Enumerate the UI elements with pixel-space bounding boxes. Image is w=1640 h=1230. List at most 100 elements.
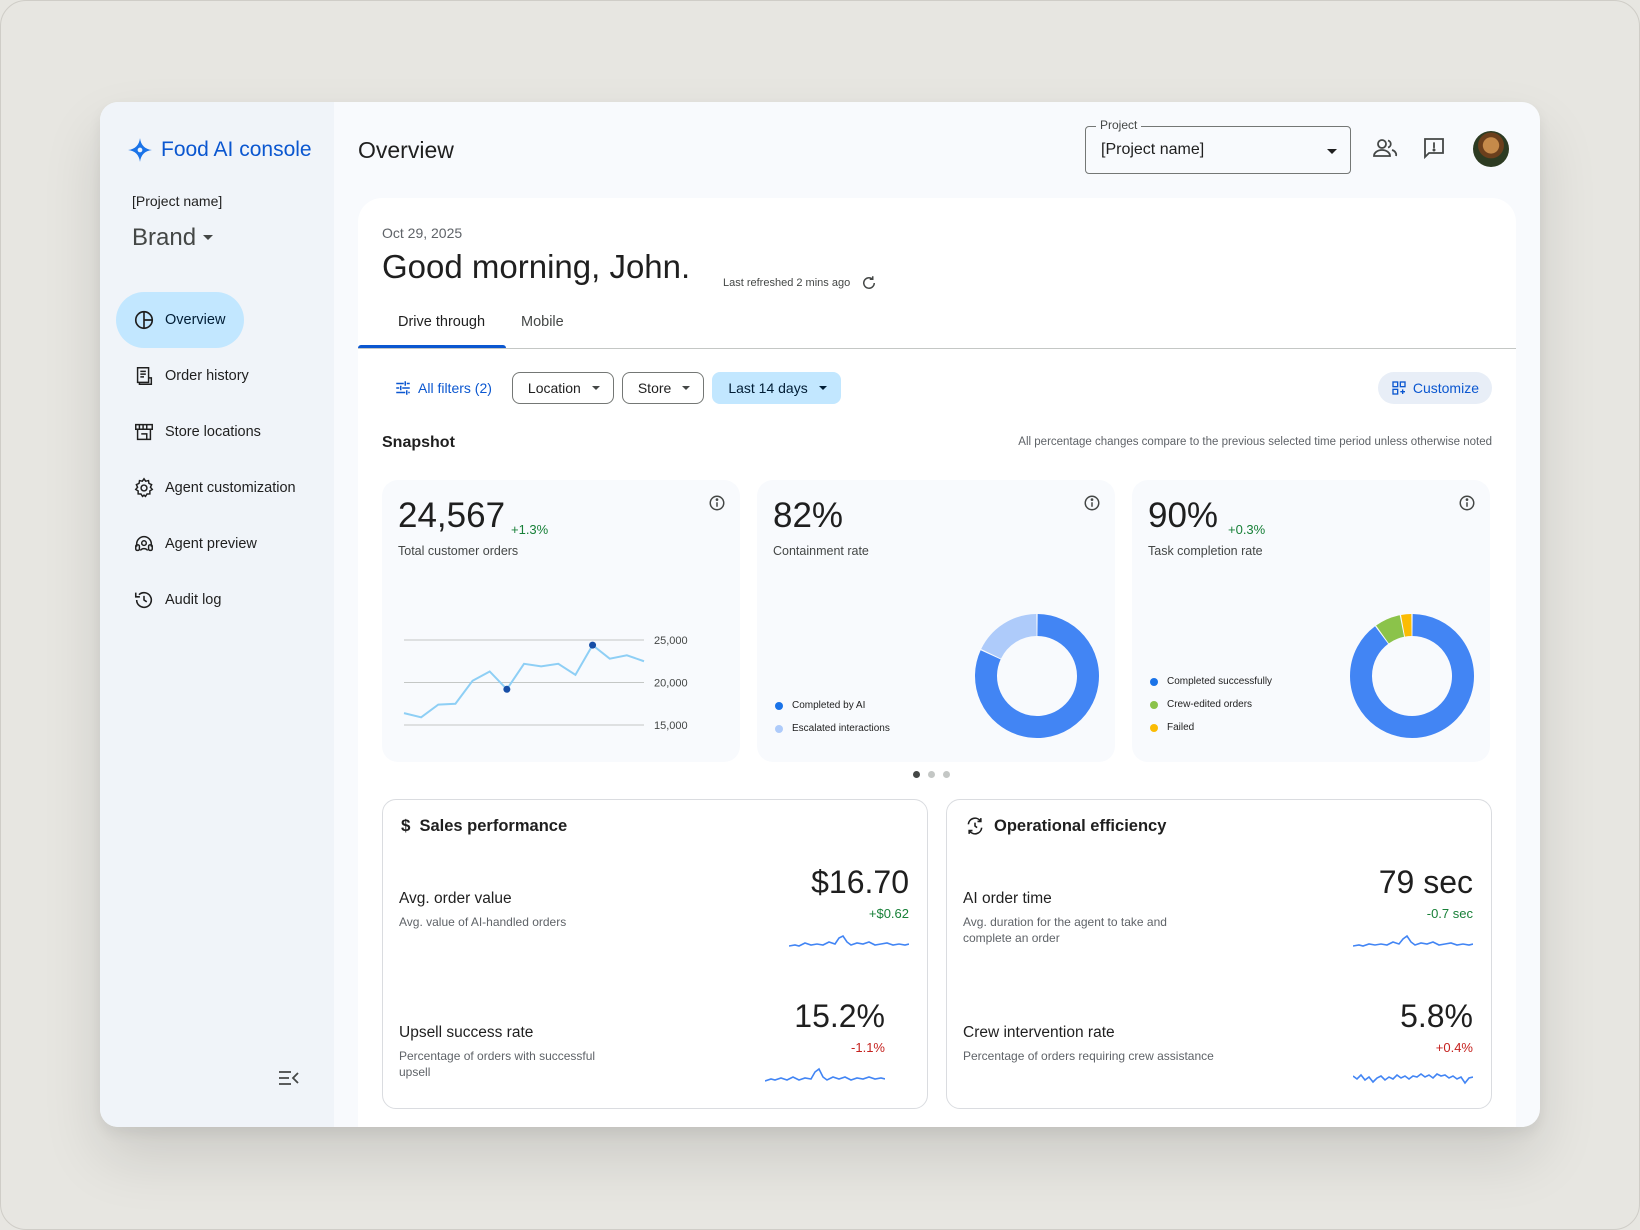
- filter-bar: All filters (2) Location Store Last 14 d…: [382, 372, 841, 404]
- last-refreshed-text: Last refreshed 2 mins ago: [723, 277, 851, 289]
- sidebar-item-label: Agent customization: [165, 480, 296, 496]
- operational-efficiency-title: Operational efficiency: [965, 816, 1166, 836]
- sidebar-item-overview[interactable]: Overview: [116, 292, 244, 348]
- containment-value: 82%: [773, 496, 844, 535]
- donut-slice[interactable]: [1401, 614, 1412, 637]
- info-icon[interactable]: [1458, 494, 1476, 512]
- all-filters-button[interactable]: All filters (2): [382, 372, 504, 404]
- sparkline: [789, 934, 909, 947]
- dashboard-customize-icon: [1392, 381, 1406, 395]
- caret-down-icon: [682, 386, 691, 390]
- manage-users-button[interactable]: [1372, 136, 1398, 165]
- app-logo[interactable]: Food AI console: [127, 137, 312, 163]
- active-tab-indicator: [358, 345, 506, 348]
- sidebar-nav: Overview Order history Store locations A…: [116, 292, 326, 628]
- tab-drive-through[interactable]: Drive through: [398, 314, 486, 330]
- task-completion-delta: +0.3%: [1228, 522, 1266, 537]
- history-icon: [134, 591, 153, 609]
- legend-dot: [1150, 723, 1158, 732]
- donut-slice[interactable]: [1376, 615, 1405, 644]
- sidebar-item-label: Agent preview: [165, 536, 257, 552]
- sidebar-item-order-history[interactable]: Order history: [116, 348, 326, 404]
- sparkle-icon: [128, 138, 152, 162]
- date-range-label: Last 14 days: [728, 380, 808, 396]
- sidebar-item-label: Order history: [165, 368, 249, 384]
- metric-change: +$0.62: [868, 906, 909, 921]
- tab-mobile[interactable]: Mobile: [521, 314, 564, 330]
- location-filter[interactable]: Location: [511, 372, 614, 404]
- metric-description: Avg. duration for the agent to take and …: [963, 915, 1167, 945]
- legend-item: Crew-edited orders: [1150, 699, 1272, 710]
- total-orders-label: Total customer orders: [398, 544, 519, 558]
- sidebar-item-audit-log[interactable]: Audit log: [116, 572, 326, 628]
- metric-name: Upsell success rate: [399, 1024, 534, 1041]
- sidebar-item-agent-customization[interactable]: Agent customization: [116, 460, 326, 516]
- total-orders-delta: +1.3%: [511, 522, 549, 537]
- legend-dot: [775, 724, 783, 733]
- greeting: Good morning, John.: [382, 248, 691, 285]
- sidebar-item-store-locations[interactable]: Store locations: [116, 404, 326, 460]
- y-tick-label: 20,000: [654, 678, 688, 690]
- sidebar-item-agent-preview[interactable]: Agent preview: [116, 516, 326, 572]
- legend-item: Escalated interactions: [775, 723, 890, 734]
- timer-cycle-icon: [967, 817, 983, 835]
- legend-label: Completed successfully: [1167, 676, 1273, 687]
- sidebar-item-label: Audit log: [165, 592, 222, 608]
- metric-change: -1.1%: [851, 1040, 885, 1055]
- user-avatar[interactable]: [1473, 131, 1509, 167]
- brand-selector[interactable]: Brand: [132, 224, 214, 252]
- y-tick-label: 15,000: [654, 720, 688, 732]
- brand-label: Brand: [132, 224, 197, 251]
- snapshot-card-orders[interactable]: 24,567 +1.3% Total customer orders 25,00…: [382, 480, 740, 762]
- series-line: [403, 643, 645, 719]
- caret-down-icon: [203, 235, 214, 240]
- donut-slice[interactable]: [981, 614, 1038, 660]
- carousel-dot[interactable]: [928, 771, 935, 778]
- carousel-dot[interactable]: [943, 771, 950, 778]
- containment-donut-chart: [975, 614, 1099, 738]
- project-select[interactable]: Project [Project name]: [1085, 118, 1351, 174]
- legend-item: Completed by AI: [775, 700, 890, 711]
- headset-icon: [135, 536, 153, 552]
- task-completion-label: Task completion rate: [1148, 544, 1263, 558]
- info-icon[interactable]: [708, 494, 726, 512]
- total-orders-value: 24,567: [398, 496, 506, 535]
- app-window: Food AI console [Project name] Brand Ove…: [100, 102, 1540, 1127]
- data-point[interactable]: [503, 685, 511, 693]
- refresh-icon[interactable]: [860, 274, 878, 292]
- snapshot-note: All percentage changes compare to the pr…: [1018, 436, 1492, 448]
- project-select-value: [Project name]: [1101, 141, 1205, 158]
- sparkline: [1353, 1073, 1473, 1085]
- containment-legend: Completed by AI Escalated interactions: [775, 700, 890, 734]
- data-point[interactable]: [589, 641, 597, 649]
- gear-icon: [134, 477, 154, 498]
- legend-item: Failed: [1150, 722, 1272, 733]
- feedback-button[interactable]: [1422, 136, 1446, 165]
- location-filter-label: Location: [527, 380, 581, 396]
- legend-label: Crew-edited orders: [1167, 699, 1253, 710]
- task-completion-legend: Completed successfully Crew-edited order…: [1150, 676, 1272, 733]
- ops-title-label: Operational efficiency: [994, 816, 1167, 835]
- date-range-filter[interactable]: Last 14 days: [712, 372, 841, 404]
- sales-performance-card: $ Sales performance Avg. order value Avg…: [382, 799, 928, 1109]
- metric-description: Percentage of orders requiring crew assi…: [963, 1049, 1214, 1063]
- snapshot-card-containment[interactable]: 82% Containment rate Completed by AI Esc…: [757, 480, 1115, 762]
- donut-slice[interactable]: [1350, 614, 1474, 738]
- collapse-sidebar-button[interactable]: [278, 1069, 300, 1092]
- customize-button[interactable]: Customize: [1377, 372, 1492, 404]
- info-icon[interactable]: [1083, 494, 1101, 512]
- carousel-dot-active[interactable]: [913, 771, 920, 778]
- snapshot-title: Snapshot: [382, 434, 455, 451]
- sales-performance-title: $ Sales performance: [401, 816, 567, 836]
- sales-title-label: Sales performance: [419, 816, 568, 835]
- donut-slice[interactable]: [975, 614, 1099, 738]
- orders-line-chart: 25,000 20,000 15,000: [403, 635, 688, 732]
- task-completion-value: 90%: [1148, 496, 1219, 535]
- task-completion-donut-chart: [1350, 614, 1474, 738]
- dollar-icon: $: [401, 816, 411, 835]
- store-filter[interactable]: Store: [621, 372, 705, 404]
- legend-label: Completed by AI: [792, 700, 866, 711]
- snapshot-card-task-completion[interactable]: 90% +0.3% Task completion rate Completed…: [1132, 480, 1490, 762]
- operational-efficiency-card: Operational efficiency AI order time Avg…: [946, 799, 1492, 1109]
- metric-value: 15.2%: [794, 998, 885, 1034]
